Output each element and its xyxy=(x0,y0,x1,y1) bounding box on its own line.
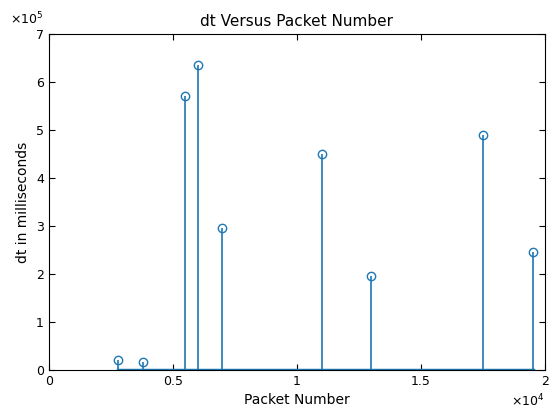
Text: $\times10^5$: $\times10^5$ xyxy=(11,11,44,27)
Title: dt Versus Packet Number: dt Versus Packet Number xyxy=(200,14,393,29)
Text: $\times10^4$: $\times10^4$ xyxy=(511,393,545,410)
X-axis label: Packet Number: Packet Number xyxy=(244,393,350,407)
Y-axis label: dt in milliseconds: dt in milliseconds xyxy=(16,141,30,262)
